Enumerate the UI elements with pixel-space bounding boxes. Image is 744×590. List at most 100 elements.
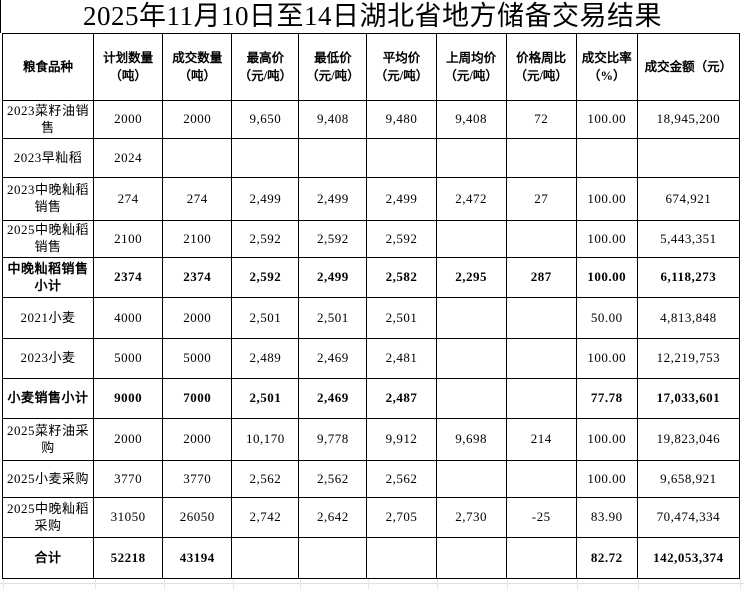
value-cell: 2000 — [162, 418, 233, 461]
grain-type-cell: 2025中晚籼稻采购 — [1, 497, 95, 538]
column-header: 价格周比（元/吨） — [505, 33, 577, 101]
value-cell: 9,480 — [366, 100, 437, 139]
value-cell — [298, 537, 368, 579]
value-cell: 2000 — [162, 100, 233, 139]
value-cell: 2000 — [93, 418, 164, 461]
value-cell: 100.00 — [575, 257, 638, 298]
value-cell — [231, 537, 300, 579]
value-cell: 2,562 — [298, 460, 368, 498]
value-cell: 2,487 — [366, 378, 437, 419]
value-cell: 100.00 — [575, 338, 638, 379]
value-cell: 2,642 — [298, 497, 368, 538]
value-cell: 2,562 — [231, 460, 300, 498]
table-row: 2023菜籽油销售 2000 2000 9,650 9,408 9,480 9,408 72 1… — [1, 100, 741, 139]
value-cell: 5,443,351 — [636, 220, 741, 258]
value-cell — [575, 138, 638, 178]
value-cell — [505, 537, 577, 579]
value-cell: 2,592 — [231, 220, 300, 258]
value-cell — [366, 537, 437, 579]
column-header: 成交金额（元） — [636, 33, 741, 101]
value-cell — [505, 138, 577, 178]
gridline-vertical — [3, 579, 4, 590]
value-cell: 2,499 — [298, 177, 368, 221]
value-cell: 7000 — [162, 378, 233, 419]
value-cell — [435, 138, 507, 178]
value-cell: 100.00 — [575, 418, 638, 461]
value-cell: 2,469 — [298, 378, 368, 419]
value-cell: 9,778 — [298, 418, 368, 461]
value-cell: 2,592 — [298, 220, 368, 258]
gridline-vertical — [233, 579, 234, 590]
value-cell: 9,698 — [435, 418, 507, 461]
value-cell: 2,501 — [298, 297, 368, 339]
value-cell: 83.90 — [575, 497, 638, 538]
value-cell — [435, 338, 507, 379]
header-row: 粮食品种 计划数量（吨） 成交数量（吨） 最高价（元/吨） 最低价（元/吨） 平均价（元/… — [1, 33, 741, 101]
subtotal-row: 中晚籼稻销售小计 2374 2374 2,592 2,499 2,582 2,295 287 1… — [1, 257, 741, 298]
value-cell: 2,562 — [366, 460, 437, 498]
value-cell: 18,945,200 — [636, 100, 741, 139]
value-cell: 2,489 — [231, 338, 300, 379]
table-header: 粮食品种 计划数量（吨） 成交数量（吨） 最高价（元/吨） 最低价（元/吨） 平均价（元/… — [1, 33, 741, 101]
value-cell: 17,033,601 — [636, 378, 741, 419]
value-cell: 2024 — [93, 138, 164, 178]
value-cell: 9,912 — [366, 418, 437, 461]
grain-type-cell: 2021小麦 — [1, 297, 95, 339]
column-header: 上周均价（元/吨） — [435, 33, 507, 101]
value-cell: 26050 — [162, 497, 233, 538]
value-cell: 2,481 — [366, 338, 437, 379]
value-cell — [298, 138, 368, 178]
value-cell: 2,592 — [231, 257, 300, 298]
value-cell: 3770 — [93, 460, 164, 498]
value-cell: 82.72 — [575, 537, 638, 579]
value-cell: 2,499 — [366, 177, 437, 221]
gridline-vertical — [507, 579, 508, 590]
column-header: 最低价（元/吨） — [298, 33, 368, 101]
value-cell: 2,705 — [366, 497, 437, 538]
value-cell: 9,650 — [231, 100, 300, 139]
value-cell: 274 — [162, 177, 233, 221]
value-cell — [435, 220, 507, 258]
page-title: 2025年11月10日至14日湖北省地方储备交易结果 — [0, 0, 744, 33]
value-cell: 12,219,753 — [636, 338, 741, 379]
value-cell: 72 — [505, 100, 577, 139]
value-cell — [435, 378, 507, 419]
gridline-vertical — [300, 579, 301, 590]
value-cell — [505, 460, 577, 498]
table-row: 2025中晚籼稻采购 31050 26050 2,742 2,642 2,705 2,730… — [1, 497, 741, 538]
value-cell — [636, 138, 741, 178]
trade-results-table: 粮食品种 计划数量（吨） 成交数量（吨） 最高价（元/吨） 最低价（元/吨） 平均价（元/… — [1, 33, 741, 579]
value-cell: 2374 — [93, 257, 164, 298]
value-cell: 274 — [93, 177, 164, 221]
column-header: 成交比率（%） — [575, 33, 638, 101]
gridline-vertical — [638, 579, 639, 590]
grain-type-cell: 2025中晚籼稻销售 — [1, 220, 95, 258]
value-cell: 2,472 — [435, 177, 507, 221]
value-cell — [366, 138, 437, 178]
gridline-vertical — [95, 579, 96, 590]
value-cell: 52218 — [93, 537, 164, 579]
subtotal-row: 小麦销售小计 9000 7000 2,501 2,469 2,487 77.78 17,033… — [1, 378, 741, 419]
value-cell — [505, 378, 577, 419]
value-cell — [231, 138, 300, 178]
column-header: 粮食品种 — [1, 33, 95, 101]
value-cell: 2,501 — [231, 297, 300, 339]
grain-type-cell: 2023早籼稻 — [1, 138, 95, 178]
value-cell: 2,295 — [435, 257, 507, 298]
grain-type-cell: 中晚籼稻销售小计 — [1, 257, 95, 298]
gridline-vertical — [437, 579, 438, 590]
value-cell: 100.00 — [575, 220, 638, 258]
value-cell — [505, 220, 577, 258]
value-cell: 5000 — [93, 338, 164, 379]
value-cell: 2000 — [162, 297, 233, 339]
column-header: 最高价（元/吨） — [231, 33, 300, 101]
value-cell: -25 — [505, 497, 577, 538]
value-cell: 2,582 — [366, 257, 437, 298]
table-row: 2021小麦 4000 2000 2,501 2,501 2,501 50.00 4,813,… — [1, 297, 741, 339]
column-header: 成交数量（吨） — [162, 33, 233, 101]
value-cell: 27 — [505, 177, 577, 221]
column-header: 平均价（元/吨） — [366, 33, 437, 101]
value-cell: 2374 — [162, 257, 233, 298]
value-cell: 142,053,374 — [636, 537, 741, 579]
